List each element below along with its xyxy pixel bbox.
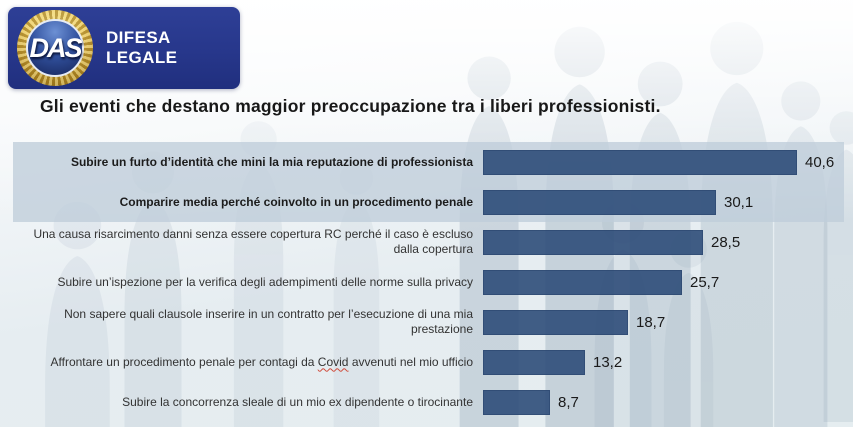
bar-label: Affrontare un procedimento penale per co… xyxy=(50,354,474,369)
bar xyxy=(483,309,628,335)
bar-value: 40,6 xyxy=(805,153,835,171)
chart-row: Subire un furto d’identità che mini la m… xyxy=(13,142,844,182)
das-logo-brand-text: DAS xyxy=(29,32,82,63)
bar-value: 30,1 xyxy=(724,193,754,211)
bar-value: 25,7 xyxy=(690,273,720,291)
das-logo: DAS DIFESA LEGALE xyxy=(8,7,240,89)
das-logo-tagline: DIFESA LEGALE xyxy=(106,28,178,67)
bar xyxy=(483,229,703,255)
bar-label: Subire un’ispezione per la verifica degl… xyxy=(57,274,473,289)
das-logo-badge-inner: DAS xyxy=(26,19,84,77)
chart-row: Una causa risarcimento danni senza esser… xyxy=(13,222,844,262)
bar xyxy=(483,349,585,375)
chart-row: Subire la concorrenza sleale di un mio e… xyxy=(13,382,844,422)
chart-row: Subire un’ispezione per la verifica degl… xyxy=(13,262,844,302)
spellcheck-word: Covid xyxy=(317,354,349,369)
chart-row: Affrontare un procedimento penale per co… xyxy=(13,342,844,382)
chart-row: Non sapere quali clausole inserire in un… xyxy=(13,302,844,342)
chart-row: Comparire media perché coinvolto in un p… xyxy=(13,182,844,222)
bar-label: Comparire media perché coinvolto in un p… xyxy=(119,194,473,209)
bar-value: 18,7 xyxy=(636,313,666,331)
bar xyxy=(483,189,716,215)
bar-label: Una causa risarcimento danni senza esser… xyxy=(33,227,473,256)
bar-label: Subire un furto d’identità che mini la m… xyxy=(70,154,473,169)
bar-value: 8,7 xyxy=(558,393,579,411)
bar-label: Non sapere quali clausole inserire in un… xyxy=(64,307,473,336)
chart-rows: Subire un furto d’identità che mini la m… xyxy=(13,142,844,422)
bar xyxy=(483,149,797,175)
bar-chart: Subire un furto d’identità che mini la m… xyxy=(13,142,844,422)
bar-label: Subire la concorrenza sleale di un mio e… xyxy=(122,394,473,409)
das-logo-badge: DAS xyxy=(17,10,93,86)
bar-value: 28,5 xyxy=(711,233,741,251)
bar-value: 13,2 xyxy=(593,353,623,371)
bar xyxy=(483,389,550,415)
chart-title: Gli eventi che destano maggior preoccupa… xyxy=(40,96,661,116)
bar xyxy=(483,269,682,295)
